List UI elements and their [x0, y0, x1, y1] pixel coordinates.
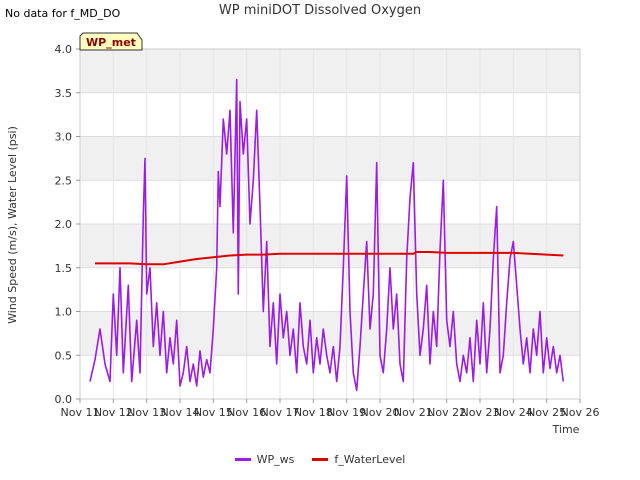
series-line-wp-ws	[89, 78, 565, 392]
y-axis-ticks: 0.0 0.5 1.0 1.5 2.0 2.5 3.0 3.5 4.0	[55, 43, 80, 406]
grid-band	[80, 136, 580, 181]
x-tick-label: Nov 25	[527, 406, 566, 419]
y-tick-label: 2.5	[55, 174, 73, 187]
x-tick-label: Nov 22	[427, 406, 466, 419]
legend-swatch-wp-ws	[234, 458, 251, 461]
y-tick-label: 0.0	[55, 393, 73, 406]
y-tick-label: 1.5	[55, 262, 73, 275]
x-tick-label: Nov 24	[494, 406, 533, 419]
y-tick-label: 3.0	[55, 131, 73, 144]
x-tick-label: Nov 19	[327, 406, 366, 419]
y-tick-label: 1.0	[55, 306, 73, 319]
legend-label-wp-ws: WP_ws	[256, 453, 295, 466]
legend-item-wp-ws[interactable]: WP_ws	[234, 453, 295, 466]
grid-band	[80, 49, 580, 93]
grid-bands	[80, 49, 580, 399]
legend-swatch-water-level	[312, 458, 329, 461]
x-tick-label: Nov 21	[394, 406, 433, 419]
grid-lines	[79, 48, 581, 400]
x-tick-label: Nov 11	[61, 406, 100, 419]
x-tick-label: Nov 16	[227, 406, 266, 419]
x-tick-label: Nov 12	[94, 406, 133, 419]
grid-band	[80, 224, 580, 268]
x-tick-label: Nov 14	[161, 406, 200, 419]
y-tick-label: 3.5	[55, 87, 73, 100]
y-axis-label: Wind Speed (m/s), Water Level (psi)	[6, 126, 19, 324]
wp-met-badge-label: WP_met	[86, 36, 136, 49]
no-data-note: No data for f_MD_DO	[5, 7, 121, 20]
series-lines	[89, 78, 565, 392]
legend-item-water-level[interactable]: f_WaterLevel	[312, 453, 405, 466]
x-tick-label: Nov 15	[194, 406, 233, 419]
wp-met-badge[interactable]: WP_met	[79, 32, 143, 51]
legend: WP_ws f_WaterLevel	[0, 453, 640, 466]
x-tick-label: Nov 23	[461, 406, 500, 419]
chart-title: WP miniDOT Dissolved Oxygen	[218, 3, 422, 18]
y-tick-label: 4.0	[55, 43, 73, 56]
y-tick-label: 2.0	[55, 218, 73, 231]
x-axis-label: Time	[552, 423, 580, 436]
y-tick-label: 0.5	[55, 349, 73, 362]
x-tick-label: Nov 26	[561, 406, 600, 419]
legend-label-water-level: f_WaterLevel	[334, 453, 406, 466]
x-tick-label: Nov 17	[261, 406, 300, 419]
x-tick-label: Nov 13	[127, 406, 166, 419]
x-tick-label: Nov 20	[361, 406, 400, 419]
series-line-f-waterlevel	[95, 251, 564, 266]
x-tick-label: Nov 18	[294, 406, 333, 419]
